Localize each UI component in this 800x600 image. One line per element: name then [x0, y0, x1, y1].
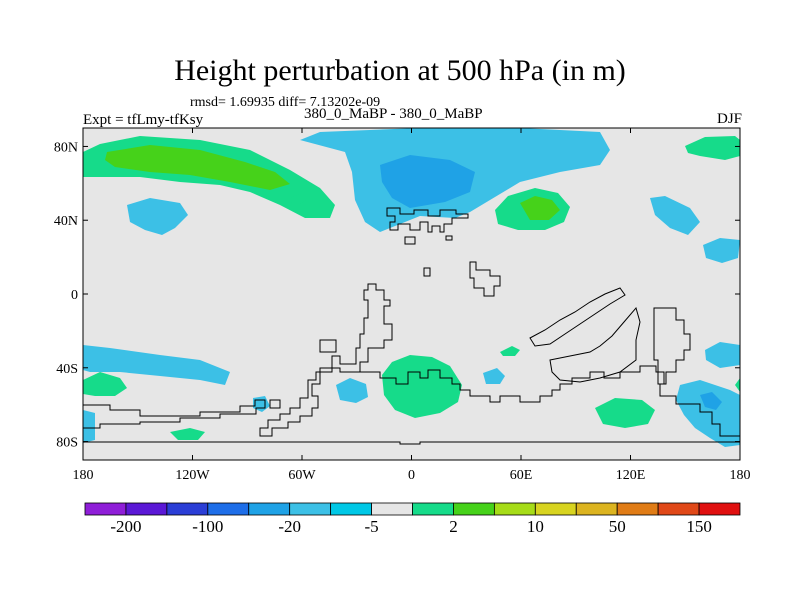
negative-region — [127, 198, 188, 235]
negative-region — [483, 368, 505, 384]
negative-core — [380, 155, 475, 208]
lon-label: 180 — [73, 468, 94, 483]
positive-region — [83, 372, 127, 396]
coastline — [319, 339, 337, 353]
negative-region — [705, 342, 740, 368]
colorbar-swatch — [248, 502, 291, 516]
lat-label: 40S — [56, 362, 78, 377]
colorbar-label: -100 — [192, 517, 223, 536]
colorbar-label: -5 — [364, 517, 378, 536]
land-outlines — [83, 207, 740, 445]
plot-title: Height perturbation at 500 hPa (in m) — [174, 54, 626, 87]
lon-label: 120E — [616, 468, 646, 483]
longitude-labels: 180 120W 60W 0 60E 120E 180 — [73, 468, 751, 483]
colorbar-swatch — [84, 502, 127, 516]
positive-region — [170, 428, 205, 440]
colorbar-swatch — [289, 502, 332, 516]
coastline — [653, 307, 691, 385]
colorbar-label: 50 — [609, 517, 626, 536]
colorbar-label: 150 — [686, 517, 712, 536]
coastline — [83, 399, 266, 429]
runs-label: 380_0_MaBP - 380_0_MaBP — [304, 106, 483, 122]
axis-ticks — [82, 128, 741, 460]
lat-label: 40N — [54, 214, 78, 229]
coastline — [404, 236, 416, 245]
colorbar-labels: -200 -100 -20 -5 2 10 50 150 — [110, 517, 711, 536]
colorbar-swatch — [125, 502, 168, 516]
lat-label: 80N — [54, 140, 78, 155]
colorbar-swatch — [657, 502, 700, 516]
colorbar — [84, 502, 741, 516]
lon-label: 120W — [175, 468, 210, 483]
coastline — [423, 267, 431, 277]
colorbar-label: 2 — [449, 517, 458, 536]
colorbar-swatch — [616, 502, 659, 516]
coastline — [386, 207, 469, 233]
coastline — [83, 441, 740, 445]
colorbar-label: -20 — [278, 517, 301, 536]
negative-region — [703, 238, 740, 263]
experiment-label: Expt = tfLmy-tfKsy — [83, 112, 204, 128]
positive-region — [735, 378, 740, 392]
colorbar-swatch — [207, 502, 250, 516]
coastline — [469, 261, 501, 297]
colorbar-label: -200 — [110, 517, 141, 536]
colorbar-swatch — [575, 502, 618, 516]
stats-line: rmsd= 1.69935 diff= 7.13202e-09 — [190, 95, 381, 110]
coastline — [259, 283, 393, 437]
contour-fills — [83, 128, 740, 447]
positive-region — [685, 136, 740, 160]
latitude-labels: 80N 40N 0 40S 80S — [54, 140, 78, 450]
positive-region — [290, 194, 306, 204]
colorbar-swatch — [453, 502, 495, 516]
negative-region — [83, 345, 230, 385]
negative-region — [336, 378, 368, 403]
coastline — [360, 365, 740, 444]
lon-label: 60W — [288, 468, 316, 483]
coastline — [549, 306, 641, 383]
negative-region — [676, 380, 740, 447]
colorbar-label: 10 — [527, 517, 544, 536]
colorbar-swatch — [330, 502, 372, 516]
coastline — [269, 399, 281, 409]
colorbar-swatch — [412, 502, 454, 516]
season-label: DJF — [716, 111, 742, 127]
colorbar-swatch — [371, 502, 413, 516]
lon-label: 0 — [408, 468, 415, 483]
negative-region — [83, 410, 95, 443]
positive-region — [500, 346, 520, 356]
lon-label: 60E — [510, 468, 533, 483]
lon-label: 180 — [730, 468, 751, 483]
positive-region — [595, 398, 655, 428]
coastline — [529, 287, 626, 347]
positive-region — [382, 355, 462, 418]
coastline — [445, 235, 453, 241]
colorbar-swatch — [534, 502, 577, 516]
positive-core — [105, 145, 290, 190]
positive-core — [520, 196, 560, 220]
lat-label: 0 — [71, 288, 78, 303]
negative-region — [650, 196, 700, 235]
lat-label: 80S — [56, 436, 78, 451]
colorbar-swatch — [493, 502, 536, 516]
colorbar-swatch — [698, 502, 741, 516]
negative-core — [700, 392, 722, 410]
colorbar-swatch — [166, 502, 209, 516]
